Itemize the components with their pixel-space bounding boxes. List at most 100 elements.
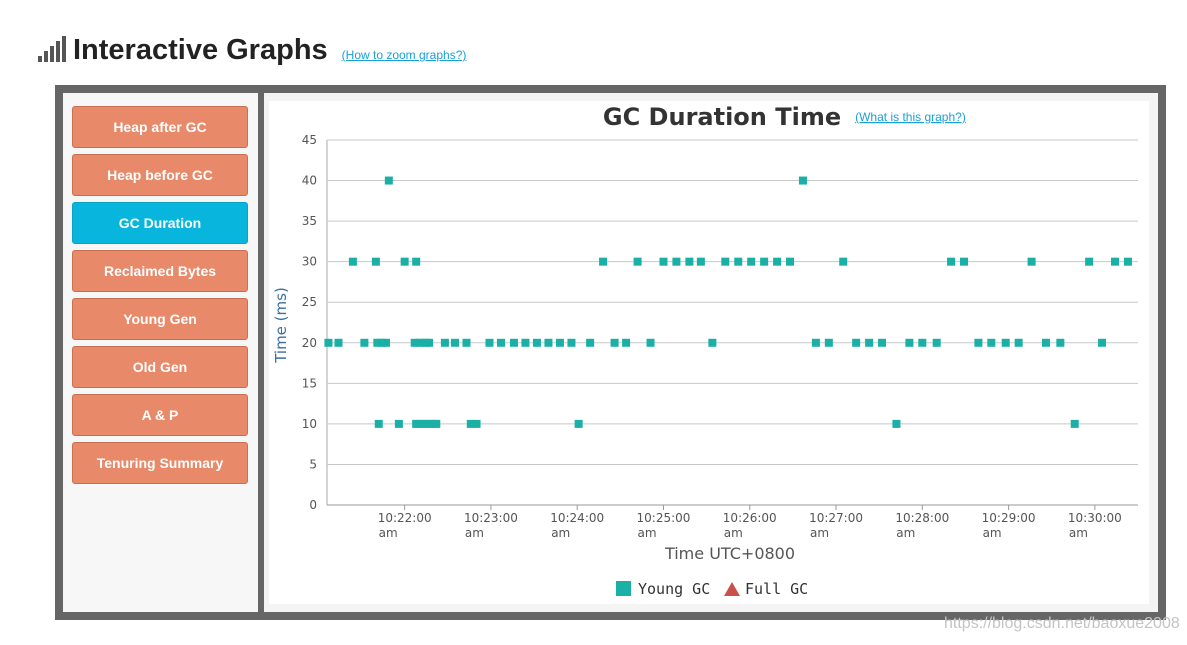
y-tick-label: 15 [302,376,317,390]
young-gc-point [599,257,608,266]
graphs-panel: Heap after GC Heap before GC GC Duration… [55,85,1166,620]
young-gc-point [1041,338,1050,347]
young-gc-point [574,419,583,428]
young-gc-point [521,338,530,347]
legend-item-young-gc[interactable]: Young GC [616,580,710,598]
young-gc-point [696,257,705,266]
young-gc-point [974,338,983,347]
chart-grid [326,139,1138,506]
young-gc-point [918,338,927,347]
young-gc-point [865,338,874,347]
young-gc-point [348,257,357,266]
x-axis-ticks: 10:22:00am10:23:00am10:24:00am10:25:00am… [378,505,1122,540]
legend-full-gc-swatch [724,582,740,596]
x-tick-label: 10:23:00 [464,511,518,525]
young-gc-point [425,338,434,347]
sidebar-item-heap-before-gc[interactable]: Heap before GC [72,154,248,196]
young-gc-point [324,338,333,347]
young-gc-point [567,338,576,347]
young-gc-point [633,257,642,266]
x-tick-label-suffix: am [810,526,829,540]
x-tick-label-suffix: am [551,526,570,540]
young-gc-point [734,257,743,266]
signal-bars-icon [38,36,66,62]
young-gc-point [374,419,383,428]
young-gc-point [685,257,694,266]
young-gc-point [381,338,390,347]
chart-legend: Young GC Full GC [616,580,808,598]
young-gc-point [425,419,434,428]
young-gc-point [440,338,449,347]
y-tick-label: 25 [302,295,317,309]
young-gc-point [1110,257,1119,266]
young-gc-point [811,338,820,347]
chart-panel: GC Duration Time (What is this graph?) 0… [264,93,1158,612]
legend-full-gc-label: Full GC [745,580,808,598]
x-axis-label: Time UTC+0800 [664,544,795,563]
young-gc-point [1014,338,1023,347]
watermark: https://blog.csdn.net/baoxue2008 [944,615,1180,632]
x-tick-label-suffix: am [1069,526,1088,540]
sidebar-item-a-and-p[interactable]: A & P [72,394,248,436]
young-gc-point [416,419,425,428]
x-tick-label: 10:25:00 [637,511,691,525]
chart-help-link[interactable]: (What is this graph?) [855,110,966,124]
page-header: Interactive Graphs (How to zoom graphs?) [38,30,466,70]
young-gc-point [496,338,505,347]
young-gc-point [773,257,782,266]
young-gc-point [555,338,564,347]
young-gc-point [987,338,996,347]
legend-young-gc-swatch [616,581,631,596]
x-tick-label-suffix: am [379,526,398,540]
young-gc-point [824,338,833,347]
young-gc-point [371,257,380,266]
x-tick-label: 10:22:00 [378,511,432,525]
x-tick-label-suffix: am [983,526,1002,540]
y-tick-label: 35 [302,214,317,228]
sidebar-item-reclaimed-bytes[interactable]: Reclaimed Bytes [72,250,248,292]
young-gc-point [760,257,769,266]
zoom-help-link[interactable]: (How to zoom graphs?) [341,48,467,62]
graph-sidebar: Heap after GC Heap before GC GC Duration… [63,93,258,612]
young-gc-point [472,419,481,428]
x-tick-label: 10:30:00 [1068,511,1122,525]
young-gc-series [324,176,1132,428]
young-gc-point [878,338,887,347]
young-gc-point [394,419,403,428]
young-gc-point [852,338,861,347]
young-gc-point [786,257,795,266]
y-tick-label: 40 [302,174,317,188]
young-gc-point [708,338,717,347]
y-tick-label: 5 [309,457,317,471]
x-tick-label-suffix: am [724,526,743,540]
sidebar-item-young-gen[interactable]: Young Gen [72,298,248,340]
page-title: Interactive Graphs [73,34,328,66]
young-gc-point [892,419,901,428]
x-tick-label: 10:26:00 [723,511,777,525]
young-gc-point [412,419,421,428]
young-gc-point [672,257,681,266]
y-axis-ticks: 0 5 10 15 20 25 30 35 40 45 [302,133,317,512]
young-gc-point [1056,338,1065,347]
young-gc-point [960,257,969,266]
young-gc-point [721,257,730,266]
young-gc-point [420,419,429,428]
young-gc-point [586,338,595,347]
young-gc-point [947,257,956,266]
legend-young-gc-label: Young GC [638,580,710,598]
chart-background [269,101,1149,604]
sidebar-item-old-gen[interactable]: Old Gen [72,346,248,388]
sidebar-item-tenuring-summary[interactable]: Tenuring Summary [72,442,248,484]
young-gc-point [334,338,343,347]
young-gc-point [1027,257,1036,266]
sidebar-item-heap-after-gc[interactable]: Heap after GC [72,106,248,148]
young-gc-point [377,338,386,347]
x-tick-label: 10:28:00 [895,511,949,525]
y-tick-label: 30 [302,255,317,269]
legend-item-full-gc[interactable]: Full GC [724,580,808,598]
young-gc-point [432,419,441,428]
young-gc-point [544,338,553,347]
sidebar-item-gc-duration[interactable]: GC Duration [72,202,248,244]
gc-duration-chart[interactable]: GC Duration Time (What is this graph?) 0… [264,93,1158,612]
y-tick-label: 20 [302,336,317,350]
